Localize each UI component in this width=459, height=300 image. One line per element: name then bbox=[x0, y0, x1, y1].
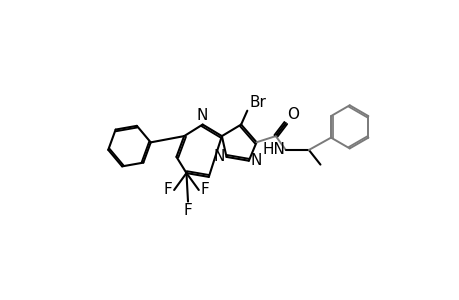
Text: N: N bbox=[213, 149, 224, 164]
Text: Br: Br bbox=[249, 95, 266, 110]
Text: O: O bbox=[287, 107, 299, 122]
Text: F: F bbox=[200, 182, 209, 197]
Text: HN: HN bbox=[262, 142, 285, 158]
Text: F: F bbox=[163, 182, 172, 197]
Text: N: N bbox=[196, 108, 208, 123]
Text: N: N bbox=[250, 153, 261, 168]
Text: F: F bbox=[183, 203, 192, 218]
